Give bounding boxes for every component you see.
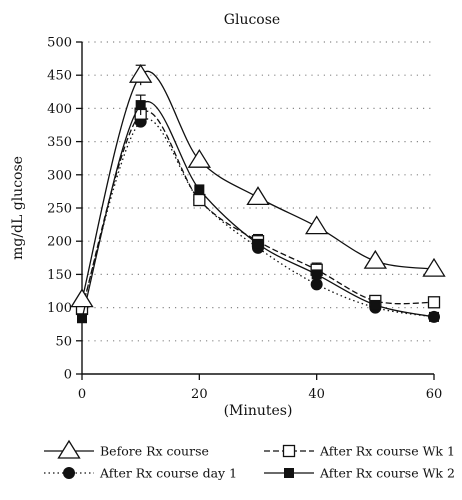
x-tick-labels: 0 20 40 60 [78,387,442,402]
legend-item: After Rx course day 1 [44,466,237,481]
legend-label: After Rx course day 1 [99,466,237,481]
series-lines [70,63,446,324]
data-point [77,313,87,324]
y-tick-label: 500 [47,36,72,51]
y-tick-labels: 0 50 100 150 200 250 300 350 400 450 500 [47,36,72,383]
data-point [129,63,153,83]
series-1 [76,115,440,323]
legend-label: After Rx course Wk 2 [319,466,455,481]
legend-label: After Rx course Wk 1 [319,444,455,459]
data-point [311,269,322,280]
legend-marker [282,444,296,458]
legend-item: After Rx course Wk 2 [264,466,455,481]
y-tick-label: 200 [47,235,72,250]
series-line [81,71,435,300]
y-tick-label: 0 [64,368,72,383]
data-point [135,100,146,111]
legend-marker [284,468,294,478]
data-point [253,238,263,249]
y-tick-label: 100 [47,301,72,316]
series-2 [75,107,441,316]
legend: Before Rx course After Rx course day 1 Aft… [44,439,455,481]
y-tick-label: 150 [47,268,72,283]
legend-item: After Rx course Wk 1 [264,444,455,459]
y-tick-label: 450 [47,69,72,84]
data-point [194,184,205,195]
data-point [193,193,206,207]
data-point [363,249,387,269]
data-point [429,311,439,322]
data-point [70,288,94,308]
data-point [305,215,329,235]
data-point [427,296,441,309]
series-0 [70,63,446,308]
x-tick-label: 40 [308,387,325,402]
legend-marker [57,439,81,459]
axes [76,41,435,380]
series-3 [77,94,439,324]
x-tick-label: 20 [191,387,208,402]
x-tick-label: 60 [426,387,443,402]
y-tick-label: 350 [47,135,72,150]
data-point [246,186,270,206]
series-line [81,101,435,319]
y-tick-label: 250 [47,202,72,217]
y-tick-label: 300 [47,168,72,183]
y-tick-label: 400 [47,102,72,117]
series-line [81,118,435,318]
y-axis-title: mg/dL glucose [10,156,26,260]
series-line [81,110,435,310]
legend-label: Before Rx course [100,444,209,459]
y-tick-label: 50 [55,334,72,349]
chart-title: Glucose [224,12,280,28]
data-point [310,278,323,291]
data-point [187,148,211,168]
legend-item: Before Rx course [44,439,209,459]
data-point [422,257,446,277]
data-point [370,299,381,310]
legend-marker [63,467,75,479]
x-axis-title: (Minutes) [224,403,293,419]
x-tick-label: 0 [78,387,86,402]
